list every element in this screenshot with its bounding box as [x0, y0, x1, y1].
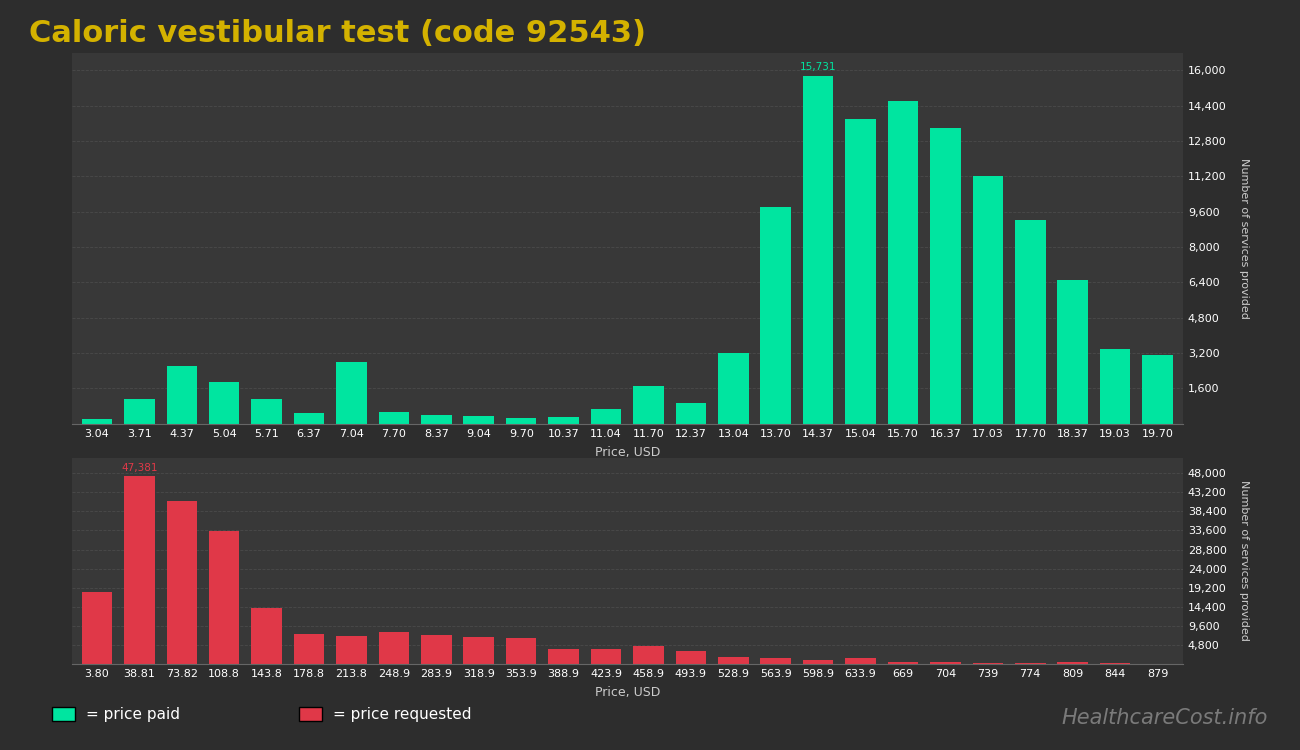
Text: 15,731: 15,731	[800, 62, 836, 72]
Bar	[803, 660, 833, 664]
Bar	[760, 207, 790, 424]
Bar	[845, 118, 876, 424]
Bar	[378, 632, 410, 664]
Bar	[972, 663, 1004, 664]
Bar	[931, 128, 961, 424]
Bar	[549, 417, 578, 424]
Y-axis label: Number of services provided: Number of services provided	[1239, 480, 1249, 641]
Bar	[633, 386, 664, 424]
Bar	[972, 176, 1004, 424]
Text: HealthcareCost.info: HealthcareCost.info	[1061, 707, 1268, 728]
Bar	[82, 592, 112, 664]
Bar	[1015, 220, 1045, 424]
Bar	[337, 636, 367, 664]
Bar	[82, 419, 112, 424]
Bar	[337, 362, 367, 424]
Bar	[166, 501, 198, 664]
Bar	[590, 649, 621, 664]
Text: 47,381: 47,381	[121, 464, 157, 473]
Bar	[209, 382, 239, 424]
X-axis label: Price, USD: Price, USD	[594, 446, 660, 458]
Bar	[845, 658, 876, 664]
Bar	[294, 413, 324, 424]
Bar	[506, 418, 537, 424]
Bar	[209, 531, 239, 664]
Bar	[464, 416, 494, 424]
Bar	[676, 403, 706, 424]
Bar	[294, 634, 324, 664]
Bar	[1015, 663, 1045, 664]
Bar	[506, 638, 537, 664]
Bar	[1057, 280, 1088, 424]
Bar	[251, 400, 282, 424]
Text: = price paid: = price paid	[86, 706, 179, 722]
Bar	[378, 412, 410, 424]
Bar	[888, 101, 918, 424]
Bar	[421, 416, 451, 424]
Bar	[888, 662, 918, 664]
Bar	[166, 366, 198, 424]
Bar	[549, 649, 578, 664]
X-axis label: Price, USD: Price, USD	[594, 686, 660, 698]
Bar	[590, 410, 621, 424]
Y-axis label: Number of services provided: Number of services provided	[1239, 158, 1249, 319]
Bar	[251, 608, 282, 664]
Bar	[124, 400, 155, 424]
Bar	[1057, 662, 1088, 664]
Bar	[718, 353, 749, 424]
Bar	[760, 658, 790, 664]
Bar	[421, 634, 451, 664]
Bar	[676, 651, 706, 664]
Text: = price requested: = price requested	[333, 706, 472, 722]
Bar	[803, 76, 833, 424]
Bar	[718, 656, 749, 664]
Text: Caloric vestibular test (code 92543): Caloric vestibular test (code 92543)	[29, 19, 646, 48]
Bar	[1143, 356, 1173, 424]
Bar	[124, 476, 155, 664]
Bar	[1100, 349, 1131, 424]
Bar	[464, 638, 494, 664]
Bar	[931, 662, 961, 664]
Bar	[633, 646, 664, 664]
